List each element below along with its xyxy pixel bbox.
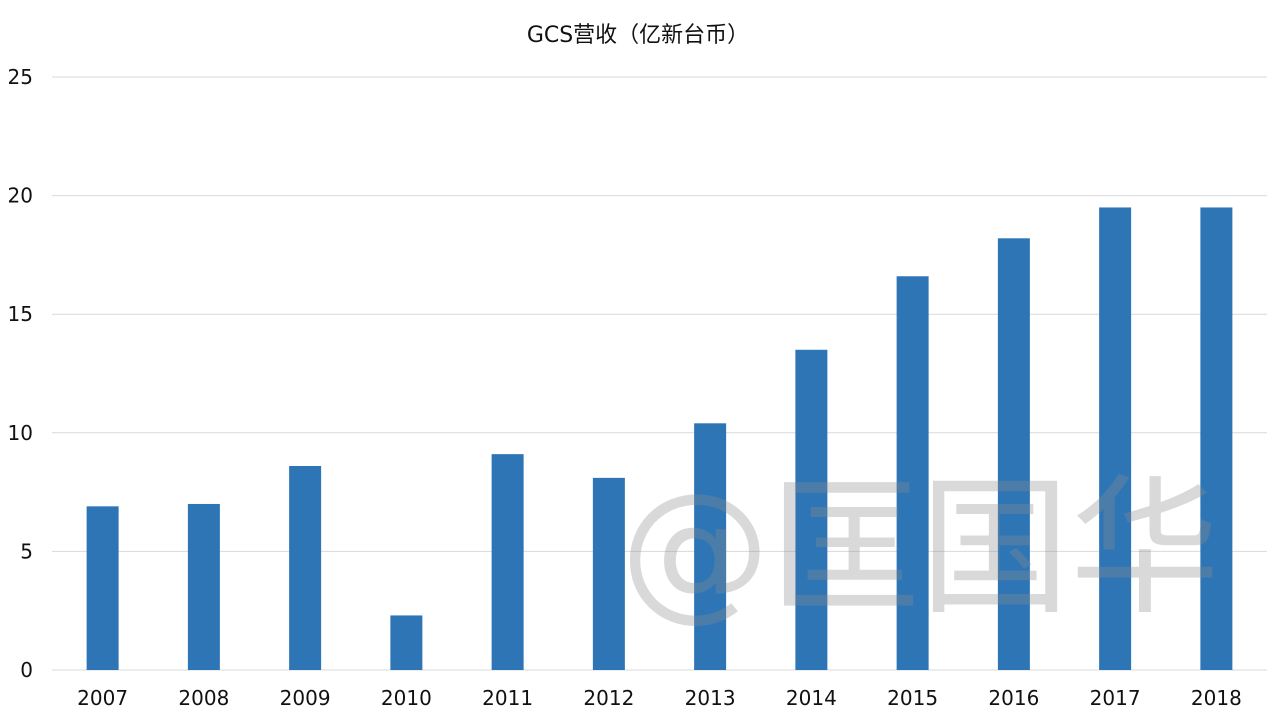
bar-2017 — [1099, 207, 1132, 670]
x-tick-label-2015: 2015 — [887, 686, 938, 710]
watermark-text: @匡国华 — [620, 462, 1220, 636]
x-tick-label-2016: 2016 — [988, 686, 1039, 710]
y-tick-label: 10 — [8, 421, 33, 445]
bars — [86, 207, 1233, 670]
x-tick-label-2018: 2018 — [1191, 686, 1242, 710]
x-tick-label-2011: 2011 — [482, 686, 533, 710]
chart-title: GCS营收（亿新台币） — [527, 23, 749, 48]
x-tick-label-2008: 2008 — [178, 686, 229, 710]
bar-2015 — [896, 276, 929, 670]
bar-2011 — [491, 454, 524, 670]
x-tick-label-2012: 2012 — [583, 686, 634, 710]
bar-2008 — [187, 503, 220, 670]
x-tick-label-2009: 2009 — [280, 686, 331, 710]
bar-2016 — [997, 238, 1030, 670]
bar-2010 — [390, 615, 423, 670]
bar-2009 — [289, 466, 322, 670]
x-tick-label-2007: 2007 — [77, 686, 128, 710]
y-tick-label: 15 — [8, 302, 33, 326]
x-tick-label-2017: 2017 — [1090, 686, 1141, 710]
bar-2018 — [1200, 207, 1233, 670]
y-tick-label: 20 — [8, 184, 33, 208]
bar-2014 — [795, 349, 828, 670]
y-tick-label: 5 — [20, 539, 33, 563]
y-axis: 0 5 10 15 20 25 — [8, 65, 33, 682]
x-tick-label-2014: 2014 — [786, 686, 837, 710]
bar-2012 — [592, 477, 625, 670]
y-tick-label: 0 — [20, 658, 33, 682]
x-tick-label-2010: 2010 — [381, 686, 432, 710]
x-axis: 2007 2008 2009 2010 2011 2012 2013 2014 2015 2016… — [77, 686, 1242, 710]
x-tick-label-2013: 2013 — [685, 686, 736, 710]
bar-2013 — [694, 423, 727, 670]
bar-2007 — [86, 506, 119, 670]
y-tick-label: 25 — [8, 65, 33, 89]
gridlines — [52, 76, 1267, 671]
